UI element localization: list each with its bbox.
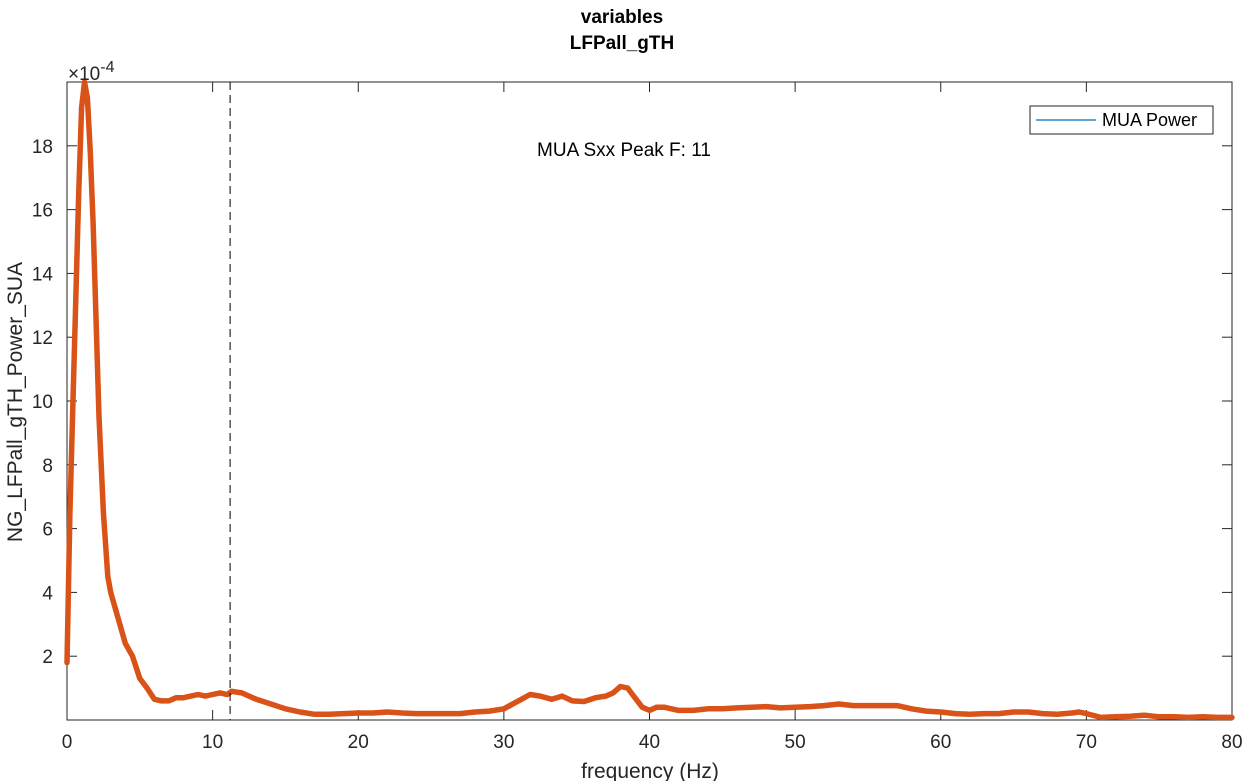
legend: MUA Power (1029, 105, 1214, 135)
y-tick-label: 12 (32, 328, 53, 349)
x-tick-label: 30 (493, 732, 514, 753)
svg-text:×10-4: ×10-4 (68, 59, 115, 85)
y-axis-exponent: ×10-4 (68, 59, 115, 85)
series-line-mua-power (64, 79, 1235, 721)
x-tick-label: 20 (348, 732, 369, 753)
y-tick-label: 18 (32, 137, 53, 158)
x-tick-label: 10 (202, 732, 223, 753)
chart-title: variables (581, 7, 663, 28)
plot-area: 0 10 20 30 40 50 60 70 80 2 4 6 8 10 12 14 16 18 MUA Sxx … (32, 79, 1243, 753)
y-tick-label: 16 (32, 201, 53, 222)
y-tick-label: 2 (42, 647, 53, 668)
x-axis-label: frequency (Hz) (581, 760, 719, 781)
x-tick-label: 70 (1076, 732, 1097, 753)
y-tick-label: 8 (42, 456, 53, 477)
y-tick-label: 6 (42, 520, 53, 541)
y-tick-label: 14 (32, 264, 54, 285)
x-tick-label: 50 (785, 732, 806, 753)
y-tick-label: 4 (42, 583, 53, 604)
exponent-base: ×10 (68, 64, 100, 85)
exponent-power: -4 (100, 59, 114, 76)
x-tick-label: 0 (62, 732, 73, 753)
legend-entry: MUA Power (1102, 110, 1197, 130)
x-tick-label: 40 (639, 732, 660, 753)
axes-box (66, 81, 1233, 721)
y-tick-label: 10 (32, 392, 53, 413)
x-tick-label: 60 (930, 732, 951, 753)
x-tick-label: 80 (1221, 732, 1242, 753)
chart-subtitle: LFPall_gTH (570, 33, 675, 54)
peak-annotation: MUA Sxx Peak F: 11 (537, 140, 711, 161)
y-axis-label: NG_LFPall_gTH_Power_SUA (4, 262, 27, 542)
